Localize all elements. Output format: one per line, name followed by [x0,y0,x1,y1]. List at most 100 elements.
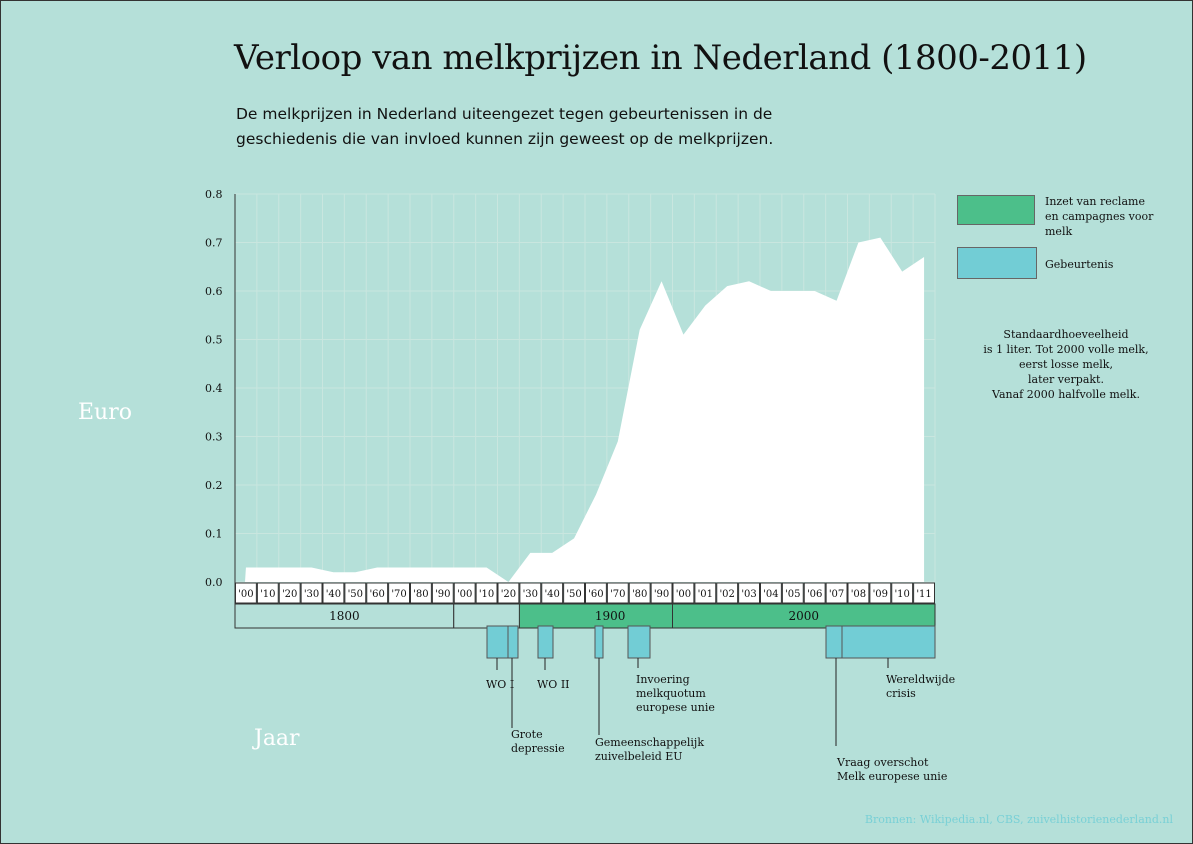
chart-title: Verloop van melkprijzen in Nederland (18… [234,38,1087,78]
decade-cell [913,582,935,604]
x-tick-label: '09 [873,589,888,600]
event-label-line: europese unie [636,701,715,714]
y-tick-label: 0.0 [205,576,223,589]
event-label: Wereldwijde crisis [886,673,955,700]
note-line: Standaardhoeveelheid [1003,328,1129,341]
x-tick-label: '00 [676,589,691,600]
decade-cell [672,582,695,604]
y-axis-label: Euro [78,400,132,425]
sources-credit: Bronnen: Wikipedia.nl, CBS, zuivelhistor… [864,813,1173,826]
event-label-line: Invoering [636,673,690,686]
y-tick-label: 0.3 [205,431,223,444]
chart-subtitle: De melkprijzen in Nederland uiteengezet … [236,105,774,148]
event-box [507,625,519,659]
x-tick-label: '50 [566,589,581,600]
x-tick-label: '90 [654,589,669,600]
event-box [627,625,651,659]
x-tick-label: '03 [741,589,756,600]
event-box [825,625,843,659]
x-tick-label: '08 [851,589,866,600]
decade-cell [563,582,585,604]
y-tick-label: 0.2 [205,479,223,492]
measurement-note: Standaardhoeveelheid is 1 liter. Tot 200… [960,327,1172,402]
event-label-line: zuivelbeleid EU [595,750,683,763]
event-label-line: Wereldwijde [886,673,955,686]
x-tick-label: '00 [238,589,253,600]
decade-cell [322,582,345,604]
campaign-bar [672,603,936,629]
decade-cell [825,582,848,604]
event-label-line: Melk europese unie [837,770,947,783]
event-label-line: WO II [537,678,570,691]
x-tick-label: '50 [348,589,363,600]
legend-campaign-swatch [957,195,1035,225]
decade-cell [300,582,323,604]
x-tick-label: '70 [391,589,406,600]
event-box [594,625,604,659]
x-tick-label: '00 [457,589,472,600]
y-tick-label: 0.4 [205,382,223,395]
y-tick-label: 0.1 [205,528,223,541]
event-box [537,625,554,659]
event-label: Grote depressie [511,728,565,755]
decade-cell [869,582,892,604]
event-label: Invoering melkquotum europese unie [636,673,715,714]
decade-cell [738,582,760,604]
decade-cell [497,582,520,604]
decade-cell [760,582,782,604]
event-label: WO I [486,678,514,691]
decade-cell [803,582,826,604]
x-tick-label: '04 [763,589,778,600]
decade-cell [519,582,542,604]
x-tick-label: '11 [916,589,931,600]
decade-cell [585,582,607,604]
price-area [245,237,925,582]
x-tick-label: '90 [435,589,450,600]
x-tick-label: '30 [523,589,538,600]
x-tick-label: '60 [588,589,603,600]
legend-campaign-label: Inzet van reclame en campagnes voor melk [1045,195,1154,238]
event-box [486,625,509,659]
y-tick-label: 0.6 [205,285,223,298]
x-tick-label: '02 [719,589,734,600]
event-label: Vraag overschot Melk europese unie [836,756,947,783]
decade-cell [410,582,432,604]
x-tick-label: '30 [304,589,319,600]
decade-cell [781,582,804,604]
legend-event-swatch [957,247,1037,279]
x-tick-label: '07 [829,589,844,600]
decade-cell [606,582,629,604]
x-tick-label: '10 [479,589,494,600]
decade-cell [453,582,476,604]
event-box [841,625,936,659]
century-label: 1900 [595,609,626,623]
decade-cell [431,582,454,604]
legend-event-label: Gebeurtenis [1045,258,1114,271]
x-tick-label: '01 [698,589,713,600]
decade-cell [694,582,717,604]
note-line: Vanaf 2000 halfvolle melk. [992,388,1140,401]
decade-cell [716,582,739,604]
event-label-line: depressie [511,742,565,755]
event-label: WO II [537,678,570,691]
x-tick-label: '10 [894,589,909,600]
event-label: Gemeenschappelijk zuivelbeleid EU [595,736,704,763]
decade-cell [541,582,564,604]
event-label-line: Gemeenschappelijk [595,736,704,749]
decade-cell [891,582,914,604]
decade-cell [256,582,279,604]
note-line: later verpakt. [1028,373,1104,386]
x-tick-label: '10 [260,589,275,600]
x-tick-label: '20 [282,589,297,600]
decade-cell [628,582,651,604]
x-axis-label: Jaar [254,726,300,751]
event-label-line: crisis [886,687,916,700]
decade-cell [344,582,367,604]
x-tick-label: '80 [632,589,647,600]
note-line: eerst losse melk, [1019,358,1113,371]
event-label-line: Grote [511,728,543,741]
decade-cell [366,582,389,604]
century-label: 1800 [329,609,360,623]
x-tick-label: '05 [785,589,800,600]
